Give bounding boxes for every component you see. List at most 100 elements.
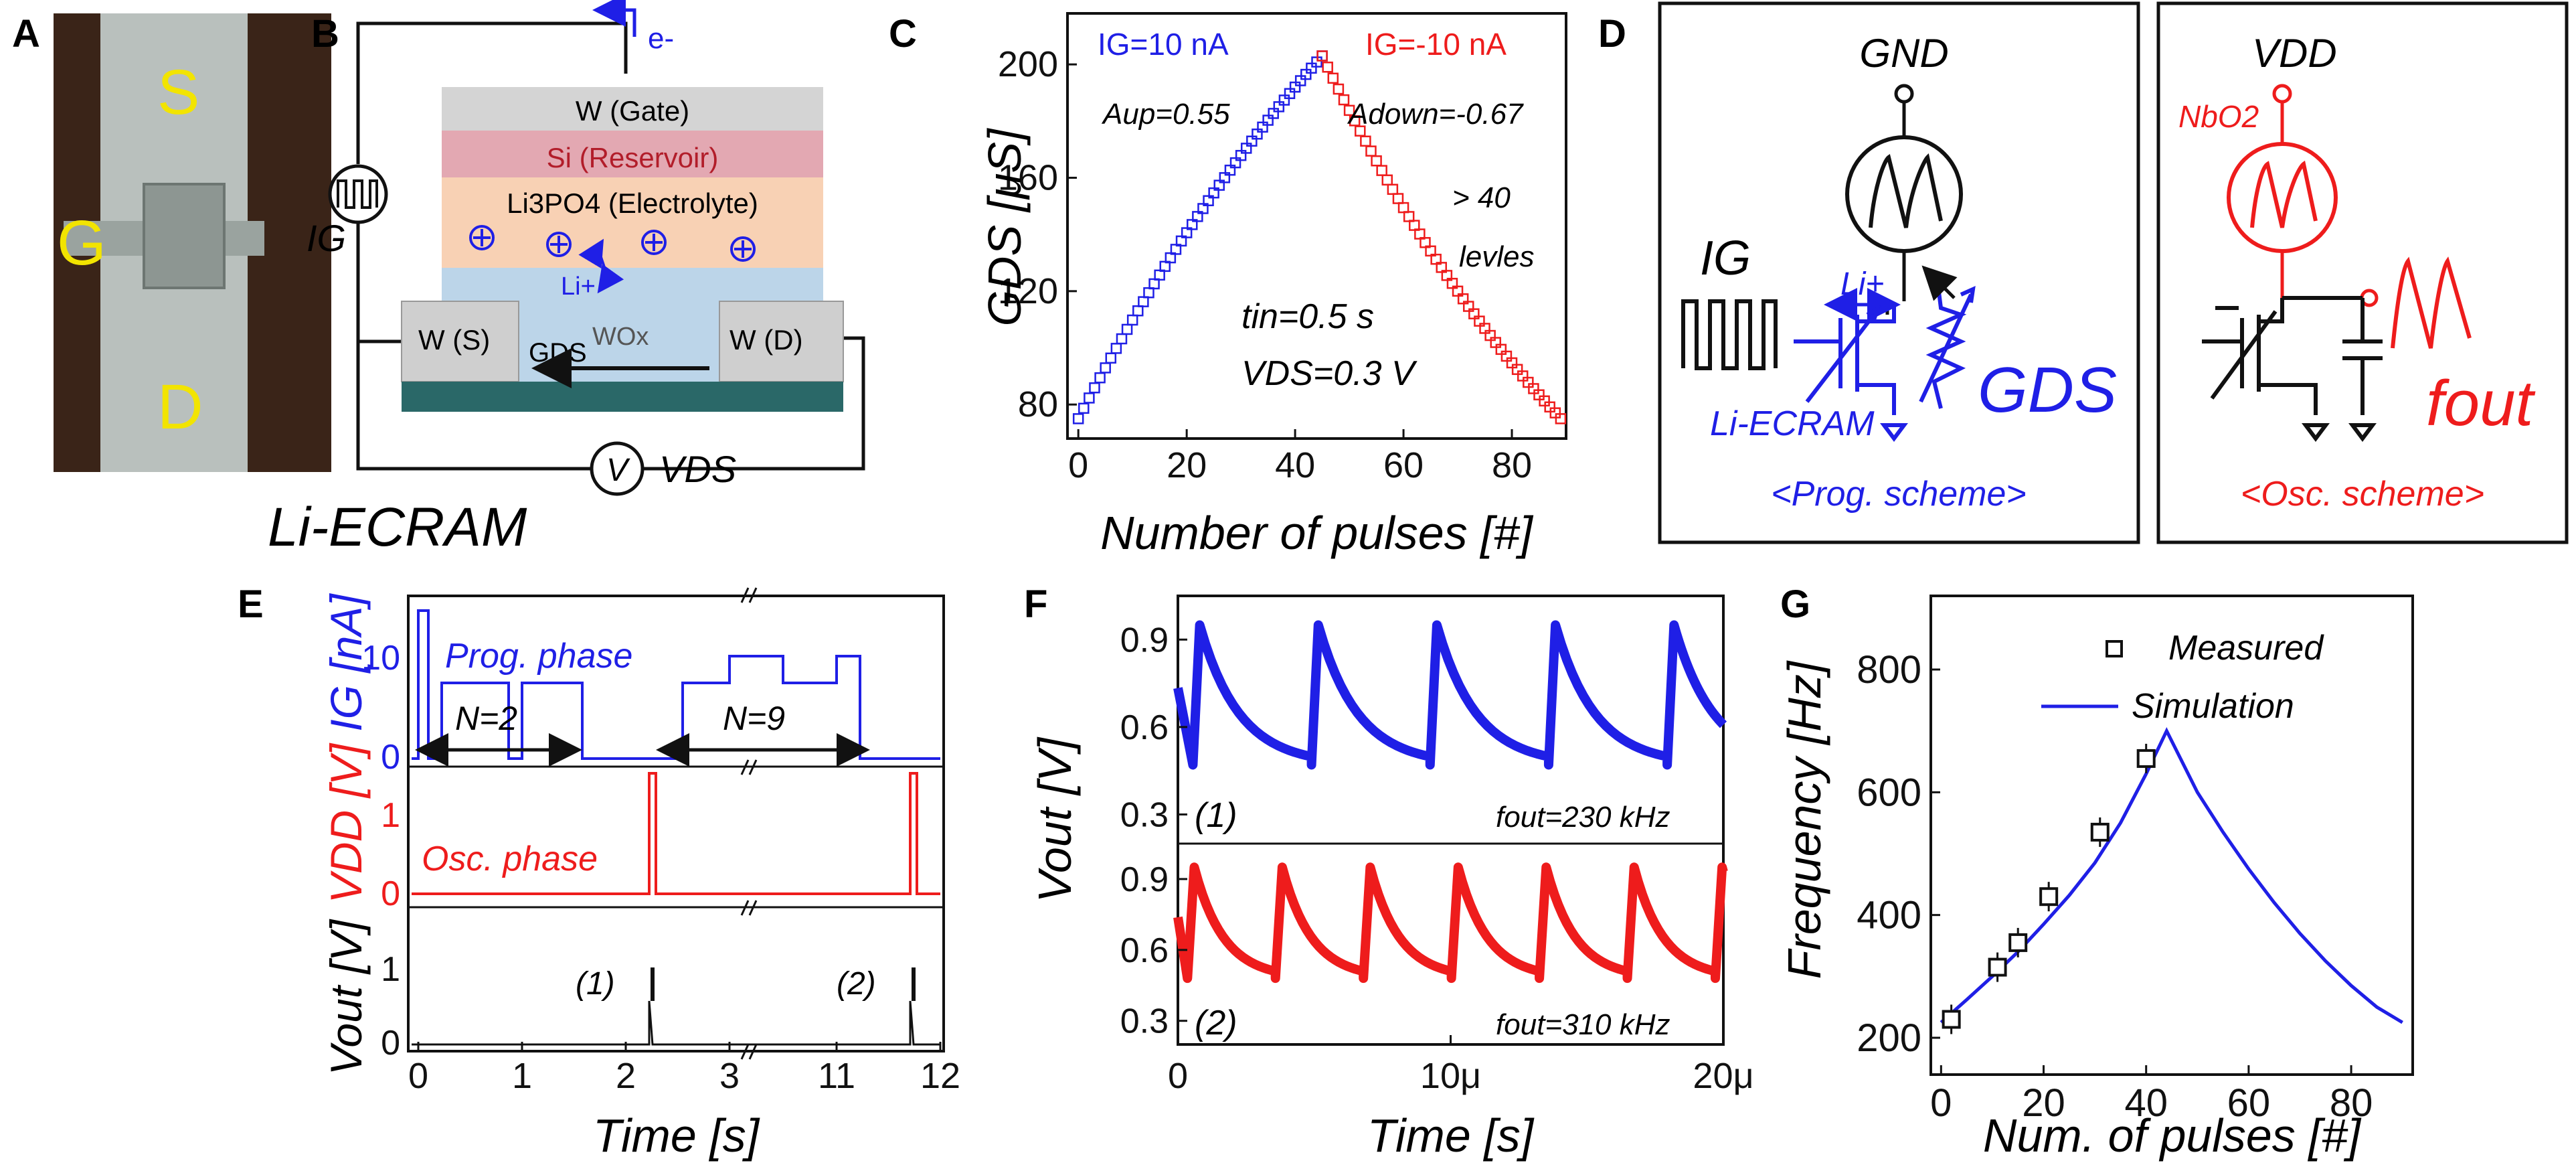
y-tick-label: 120 — [998, 271, 1058, 311]
measured-point — [1988, 957, 2007, 977]
x-tick-label: 0 — [1168, 1056, 1188, 1096]
label-drain-contact: W (D) — [729, 324, 803, 356]
label-ecram-d: Li-ECRAM — [1710, 404, 1875, 443]
plot-border — [1929, 595, 2414, 1076]
label-source-contact: W (S) — [418, 324, 490, 356]
label-fout-1: fout=230 kHz — [1496, 801, 1670, 834]
label-electrolyte: Li3PO4 (Electrolyte) — [507, 187, 758, 219]
plot-frame-e — [407, 595, 945, 1052]
ion-marker — [730, 236, 756, 262]
device-name: Li-ECRAM — [268, 497, 527, 558]
x-tick-label: 40 — [1275, 445, 1315, 485]
data-point — [1338, 94, 1350, 106]
data-points-c — [1072, 50, 1567, 424]
data-point — [1316, 50, 1328, 62]
y-tick-label: 0.6 — [1120, 708, 1169, 747]
y-tick-label-vdd: 1 — [381, 796, 400, 835]
gnd-terminal — [1894, 84, 1914, 104]
x-tick-label: 80 — [2330, 1081, 2373, 1125]
panel-label-b: B — [311, 12, 339, 56]
panel-e: E Prog. phase N=2 N=9 Osc. phase (1) (2)… — [238, 582, 960, 1162]
data-point — [1126, 314, 1138, 326]
x-tick-label: 1 — [512, 1056, 532, 1096]
channel-stack — [143, 183, 226, 289]
plot-frame-c — [1066, 12, 1567, 440]
panel-b: B e- W (Gate) Si (Reservoir) Li3PO4 (Ele… — [268, 0, 865, 558]
panel-a: A S G D — [12, 12, 331, 472]
axis-break-marks — [740, 587, 758, 1060]
x-tick-label: 0 — [408, 1056, 428, 1096]
legend-measured: Measured — [2168, 629, 2324, 668]
label-gate-layer: W (Gate) — [576, 95, 689, 127]
panel-label-e: E — [238, 582, 264, 626]
x-tick-label: 60 — [2227, 1081, 2271, 1125]
data-point — [1110, 343, 1122, 354]
data-point — [1100, 362, 1111, 374]
marker-1: (1) — [576, 966, 615, 1002]
electron-arrow — [592, 0, 636, 37]
panel-f: F 0.3 0.6 0.9 0.3 0.6 0.9 0 10μ 20μ (1) (2) fout… — [1024, 582, 1754, 1162]
data-point — [1105, 352, 1117, 364]
spike-waveform-icon — [1869, 153, 1943, 228]
axes-c: 0 20 40 60 80 80 120 160 200 — [998, 44, 1532, 485]
ylabel-ig-e: IG [nA] — [321, 593, 371, 732]
wire-source — [356, 221, 592, 471]
vdd-terminal — [2272, 84, 2292, 104]
label-levels-1: > 40 — [1452, 181, 1511, 214]
data-point — [1376, 165, 1387, 176]
label-li-ion: Li+ — [561, 272, 596, 301]
legend-measured-marker — [2106, 640, 2123, 657]
marker-f-1: (1) — [1195, 796, 1237, 835]
data-point — [1084, 392, 1095, 404]
label-a-up: Aup=0.55 — [1101, 98, 1230, 131]
data-point — [1089, 382, 1100, 394]
ion-marker — [546, 232, 572, 257]
y-tick-label: 160 — [998, 158, 1058, 198]
label-prog-scheme: <Prog. scheme> — [1771, 475, 2027, 514]
label-ig-d: IG — [1700, 232, 1751, 285]
x-tick-label: 60 — [1383, 445, 1424, 485]
data-point — [1397, 202, 1409, 214]
panel-c: C 0 20 40 60 80 80 120 160 200 IG=10 nA IG=-10 n… — [889, 12, 1567, 559]
y-tick-label: 0.9 — [1120, 860, 1169, 899]
layer-electrolyte — [442, 177, 823, 268]
label-gds-d: GDS — [1978, 354, 2117, 426]
y-tick-label: 600 — [1857, 771, 1921, 814]
y-tick-label-ig: 0 — [381, 738, 400, 777]
y-tick-label: 200 — [998, 44, 1058, 84]
x-tick-label: 20μ — [1693, 1056, 1753, 1096]
data-point — [1349, 115, 1361, 127]
label-vdd-d: VDD — [2252, 31, 2337, 76]
data-point — [1365, 145, 1377, 157]
label-osc-scheme: <Osc. scheme> — [2241, 475, 2484, 514]
panel-label-a: A — [12, 12, 40, 56]
measured-point — [1942, 1010, 1961, 1029]
data-point — [1138, 296, 1149, 307]
ylabel-vdd-e: VDD [V] — [321, 743, 371, 903]
ylabel-f: Vout [V] — [1029, 736, 1081, 903]
simulation-line — [1940, 726, 2403, 1024]
x-tick-label: 0 — [1068, 445, 1088, 485]
label-drain: D — [157, 372, 203, 443]
substrate — [402, 382, 843, 412]
ion-hop-arrow — [578, 238, 624, 294]
gds-resistor-icon — [1919, 281, 1976, 409]
data-point — [1132, 305, 1144, 317]
wire-drain — [642, 336, 865, 471]
axes-g: 0 20 40 60 80 200 400 600 800 — [1857, 648, 2373, 1125]
osc-transistor-icon — [2202, 296, 2383, 442]
label-gds: GDS — [529, 338, 587, 368]
y-tick-label-vout: 0 — [381, 1024, 400, 1063]
label-nbo2: NbO2 — [2178, 99, 2259, 134]
ion-marker — [641, 230, 667, 255]
y-tick-label: 400 — [1857, 894, 1921, 937]
measured-point — [2090, 822, 2110, 842]
label-li-d: Li+ — [1840, 266, 1884, 302]
panel-d: D GND Li+ IG GDS Li-ECRAM <Prog. scheme>… — [1598, 1, 2569, 544]
marker-f-2: (2) — [1195, 1004, 1237, 1042]
data-point — [1327, 72, 1339, 84]
nbo2-device-icon — [1845, 135, 1963, 253]
y-tick-label: 800 — [1857, 648, 1921, 692]
label-fout-2: fout=310 kHz — [1496, 1008, 1670, 1041]
